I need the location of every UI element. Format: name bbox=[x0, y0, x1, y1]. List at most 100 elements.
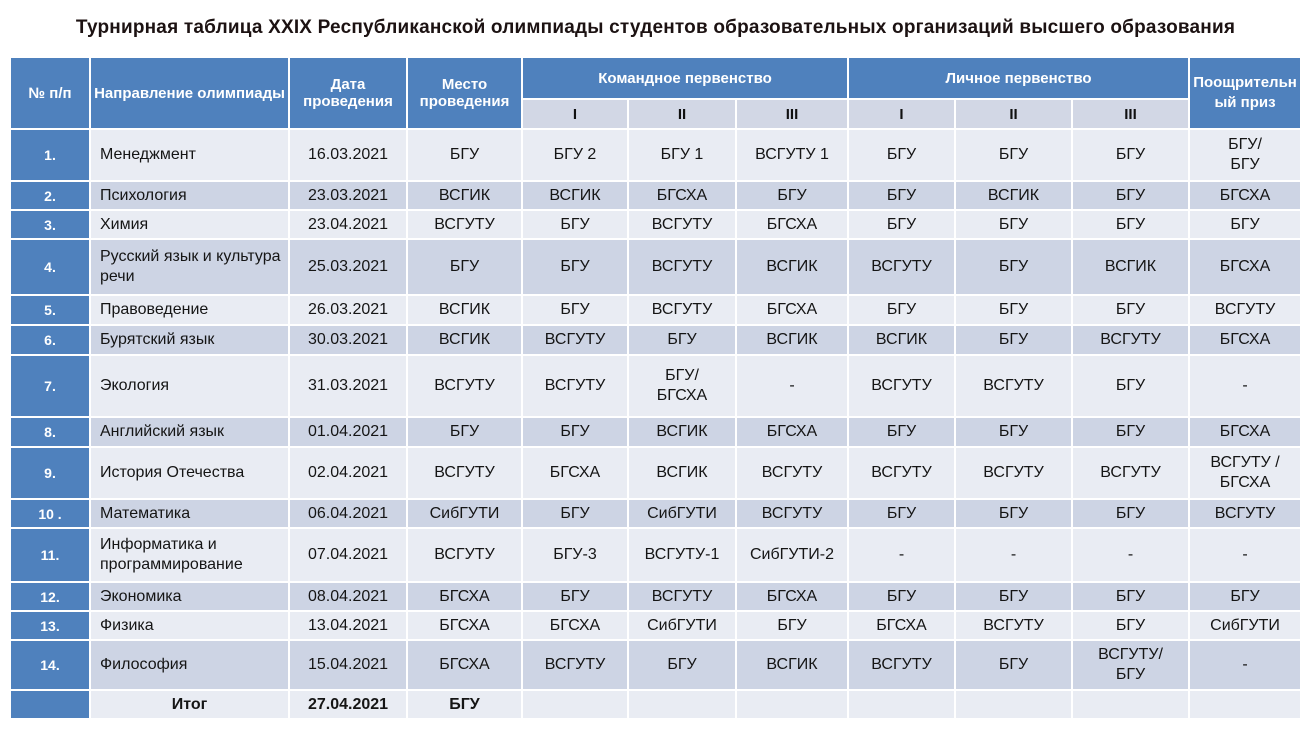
place-cell: ВСГУТУ bbox=[408, 211, 521, 238]
personal-rank-3-cell: БГУ bbox=[1073, 612, 1189, 639]
date-cell: 16.03.2021 bbox=[290, 130, 406, 180]
date-cell: 25.03.2021 bbox=[290, 240, 406, 294]
date-cell: 31.03.2021 bbox=[290, 356, 406, 416]
row-number-cell: 1. bbox=[11, 130, 89, 180]
team-rank-1-cell: БГУ 2 bbox=[523, 130, 627, 180]
team-rank-3-cell: ВСГИК bbox=[737, 326, 847, 354]
personal-rank-3-header: III bbox=[1073, 100, 1189, 128]
team-rank-2-cell: БГСХА bbox=[629, 182, 735, 209]
personal-rank-2-cell: БГУ bbox=[956, 240, 1071, 294]
personal-rank-3-cell: ВСГУТУ bbox=[1073, 448, 1189, 498]
table-row: 7. Экология 31.03.2021 ВСГУТУ ВСГУТУ БГУ/ БГС… bbox=[11, 356, 1301, 416]
personal-rank-3-cell: - bbox=[1073, 529, 1189, 581]
team-rank-3-cell: БГСХА bbox=[737, 211, 847, 238]
team-rank-1-cell: ВСГУТУ bbox=[523, 641, 627, 689]
team-rank-1-header: I bbox=[523, 100, 627, 128]
tournament-table: № п/п Направление олимпиады Дата проведе… bbox=[9, 56, 1302, 720]
personal-rank-1-cell: ВСГУТУ bbox=[849, 448, 954, 498]
direction-cell: Информатика и программирование bbox=[91, 529, 288, 581]
direction-cell: Математика bbox=[91, 500, 288, 527]
date-cell: 23.04.2021 bbox=[290, 211, 406, 238]
personal-rank-2-cell bbox=[956, 691, 1071, 718]
team-rank-1-cell: БГУ bbox=[523, 583, 627, 610]
team-rank-1-cell: ВСГИК bbox=[523, 182, 627, 209]
row-number-cell: 11. bbox=[11, 529, 89, 581]
row-number-cell: 9. bbox=[11, 448, 89, 498]
col-header-prize: Поощрительный приз bbox=[1190, 58, 1301, 128]
team-rank-3-cell: БГУ bbox=[737, 612, 847, 639]
page-title: Турнирная таблица XXIX Республиканской о… bbox=[75, 17, 1236, 38]
direction-cell: Итог bbox=[91, 691, 288, 718]
prize-cell: - bbox=[1190, 529, 1301, 581]
table-row: 5. Правоведение 26.03.2021 ВСГИК БГУ ВСГУТУ БГ… bbox=[11, 296, 1301, 324]
team-rank-1-cell: БГУ bbox=[523, 296, 627, 324]
row-number-cell: 3. bbox=[11, 211, 89, 238]
team-rank-1-cell: БГУ bbox=[523, 211, 627, 238]
place-cell: ВСГИК bbox=[408, 326, 521, 354]
table-row: 14. Философия 15.04.2021 БГСХА ВСГУТУ БГУ ВСГИ… bbox=[11, 641, 1301, 689]
personal-rank-2-cell: БГУ bbox=[956, 326, 1071, 354]
date-cell: 13.04.2021 bbox=[290, 612, 406, 639]
prize-cell: ВСГУТУ bbox=[1190, 296, 1301, 324]
team-rank-1-cell: БГУ-3 bbox=[523, 529, 627, 581]
date-cell: 26.03.2021 bbox=[290, 296, 406, 324]
col-header-direction: Направление олимпиады bbox=[91, 58, 288, 128]
row-number-cell: 5. bbox=[11, 296, 89, 324]
place-cell: БГУ bbox=[408, 691, 521, 718]
row-number-cell: 13. bbox=[11, 612, 89, 639]
team-rank-1-cell bbox=[523, 691, 627, 718]
personal-rank-1-cell: БГУ bbox=[849, 500, 954, 527]
header-row: № п/п Направление олимпиады Дата проведе… bbox=[11, 58, 1301, 128]
personal-rank-2-cell: ВСГУТУ bbox=[956, 356, 1071, 416]
prize-cell: - bbox=[1190, 641, 1301, 689]
prize-cell: ВСГУТУ bbox=[1190, 500, 1301, 527]
personal-rank-2-cell: ВСГИК bbox=[956, 182, 1071, 209]
personal-rank-1-cell: ВСГУТУ bbox=[849, 240, 954, 294]
date-cell: 02.04.2021 bbox=[290, 448, 406, 498]
personal-rank-1-cell: ВСГИК bbox=[849, 326, 954, 354]
table-row: 8. Английский язык 01.04.2021 БГУ БГУ ВСГИК БГ… bbox=[11, 418, 1301, 446]
place-cell: ВСГУТУ bbox=[408, 448, 521, 498]
team-rank-1-cell: ВСГУТУ bbox=[523, 356, 627, 416]
team-rank-1-cell: БГСХА bbox=[523, 612, 627, 639]
team-rank-3-cell: ВСГУТУ bbox=[737, 448, 847, 498]
prize-cell: БГСХА bbox=[1190, 240, 1301, 294]
row-number-cell: 8. bbox=[11, 418, 89, 446]
col-header-place: Место проведения bbox=[408, 58, 521, 128]
row-number-cell bbox=[11, 691, 89, 718]
personal-rank-1-cell: БГУ bbox=[849, 182, 954, 209]
team-rank-2-cell: ВСГУТУ bbox=[629, 583, 735, 610]
table-row: 2. Психология 23.03.2021 ВСГИК ВСГИК БГСХА БГУ… bbox=[11, 182, 1301, 209]
team-rank-3-cell: БГСХА bbox=[737, 583, 847, 610]
prize-cell: БГСХА bbox=[1190, 326, 1301, 354]
team-rank-2-cell: ВСГУТУ bbox=[629, 296, 735, 324]
team-rank-2-cell: ВСГИК bbox=[629, 448, 735, 498]
team-rank-2-cell: СибГУТИ bbox=[629, 612, 735, 639]
personal-rank-3-cell: БГУ bbox=[1073, 182, 1189, 209]
team-rank-1-cell: БГСХА bbox=[523, 448, 627, 498]
personal-rank-2-cell: БГУ bbox=[956, 641, 1071, 689]
table-row: 1. Менеджмент 16.03.2021 БГУ БГУ 2 БГУ 1 ВСГУТ… bbox=[11, 130, 1301, 180]
place-cell: БГСХА bbox=[408, 612, 521, 639]
direction-cell: Бурятский язык bbox=[91, 326, 288, 354]
personal-rank-2-cell: БГУ bbox=[956, 211, 1071, 238]
personal-rank-2-header: II bbox=[956, 100, 1071, 128]
row-number-cell: 14. bbox=[11, 641, 89, 689]
personal-rank-2-cell: БГУ bbox=[956, 418, 1071, 446]
personal-rank-3-cell: БГУ bbox=[1073, 418, 1189, 446]
place-cell: ВСГИК bbox=[408, 296, 521, 324]
team-rank-3-cell: СибГУТИ-2 bbox=[737, 529, 847, 581]
personal-rank-1-cell: БГУ bbox=[849, 583, 954, 610]
team-rank-2-cell: СибГУТИ bbox=[629, 500, 735, 527]
personal-rank-2-cell: БГУ bbox=[956, 130, 1071, 180]
personal-rank-2-cell: БГУ bbox=[956, 500, 1071, 527]
date-cell: 15.04.2021 bbox=[290, 641, 406, 689]
personal-rank-1-cell: БГСХА bbox=[849, 612, 954, 639]
place-cell: ВСГУТУ bbox=[408, 356, 521, 416]
place-cell: БГСХА bbox=[408, 641, 521, 689]
personal-rank-1-cell: БГУ bbox=[849, 418, 954, 446]
team-rank-2-cell: БГУ 1 bbox=[629, 130, 735, 180]
direction-cell: Философия bbox=[91, 641, 288, 689]
place-cell: БГСХА bbox=[408, 583, 521, 610]
personal-rank-3-cell bbox=[1073, 691, 1189, 718]
